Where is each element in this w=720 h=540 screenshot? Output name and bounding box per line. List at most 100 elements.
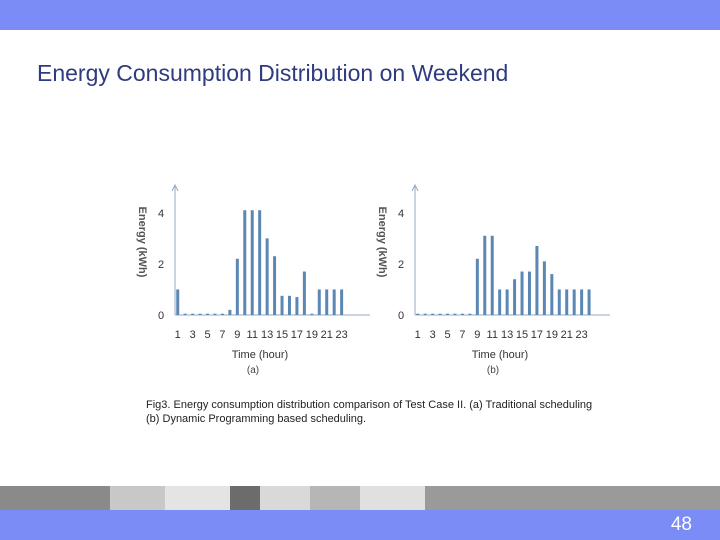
chart-traditional-scheduling: 0 2 4 Energy (kWh) 1 3 5 7 9 11 13 15 17 19 21 23 Time (… (135, 180, 375, 380)
bar (498, 289, 502, 315)
x-tick-label: 19 (546, 329, 558, 341)
bar (280, 295, 284, 315)
x-tick-label: 9 (234, 329, 240, 341)
y-axis-label: Energy (kWh) (376, 207, 388, 278)
bar (520, 271, 524, 315)
bar (206, 313, 210, 315)
bar (250, 210, 254, 315)
bar (273, 256, 277, 315)
bar (265, 238, 269, 315)
x-axis-label: Time (hour) (232, 349, 288, 361)
bar (332, 289, 336, 315)
bar (176, 289, 180, 315)
figure-caption: Fig3. Energy consumption distribution co… (146, 398, 666, 426)
x-tick-label: 15 (516, 329, 528, 341)
bar (258, 210, 262, 315)
panel-label: (b) (487, 365, 499, 376)
bar (453, 313, 457, 315)
bar (535, 246, 539, 315)
bar (198, 313, 202, 315)
strip-block (360, 486, 425, 510)
x-tick-label: 23 (576, 329, 588, 341)
strip-block (260, 486, 310, 510)
bar (191, 313, 195, 315)
bar (423, 313, 427, 315)
x-tick-label: 21 (321, 329, 333, 341)
panel-label: (a) (247, 365, 259, 376)
slide-title: Energy Consumption Distribution on Weeke… (37, 60, 509, 86)
bar (550, 274, 554, 315)
x-tick-label: 1 (175, 329, 181, 341)
x-tick-label: 19 (306, 329, 318, 341)
bar (572, 289, 576, 315)
bar (302, 271, 306, 315)
bar (213, 313, 217, 315)
y-axis-label: Energy (kWh) (136, 207, 148, 278)
y-axis-arrow (411, 183, 419, 192)
bar (490, 235, 494, 315)
x-tick-label: 5 (444, 329, 450, 341)
strip-block (310, 486, 360, 510)
x-tick-label: 15 (276, 329, 288, 341)
y-tick-label: 2 (158, 259, 164, 271)
bar (325, 289, 329, 315)
bar (287, 295, 291, 315)
bar (220, 313, 224, 315)
strip-block (165, 486, 230, 510)
bar (580, 289, 584, 315)
x-tick-label: 21 (561, 329, 573, 341)
x-tick-label: 17 (531, 329, 543, 341)
x-tick-label: 13 (261, 329, 273, 341)
top-banner (0, 0, 720, 30)
x-tick-label: 17 (291, 329, 303, 341)
x-axis-label: Time (hour) (472, 349, 528, 361)
bar (542, 261, 546, 315)
bottom-banner (0, 510, 720, 540)
bar (505, 289, 509, 315)
x-tick-label: 7 (219, 329, 225, 341)
bar (310, 313, 314, 315)
bar (587, 289, 591, 315)
bar (468, 313, 472, 315)
bar (416, 313, 420, 315)
bar (340, 289, 344, 315)
x-tick-label: 23 (336, 329, 348, 341)
bar (243, 210, 247, 315)
x-tick-label: 9 (474, 329, 480, 341)
x-tick-label: 3 (430, 329, 436, 341)
bar (513, 279, 517, 315)
y-axis-arrow (171, 183, 179, 192)
bar (317, 289, 321, 315)
y-tick-label: 0 (398, 310, 404, 322)
strip-block (230, 486, 260, 510)
bar (565, 289, 569, 315)
x-tick-label: 7 (459, 329, 465, 341)
bar (228, 309, 232, 315)
bar (460, 313, 464, 315)
strip-block (110, 486, 165, 510)
x-tick-label: 11 (247, 329, 258, 341)
bar (475, 258, 479, 315)
bar (295, 297, 299, 315)
caption-line-2: (b) Dynamic Programming based scheduling… (146, 413, 367, 425)
bar (527, 271, 531, 315)
page-number: 48 (670, 514, 692, 535)
x-tick-label: 3 (190, 329, 196, 341)
chart-dynamic-programming-scheduling: 0 2 4 Energy (kWh) 1 3 5 7 9 11 13 15 17 19 21 23 Time (… (375, 180, 615, 380)
x-tick-label: 11 (487, 329, 498, 341)
caption-line-1: Fig3. Energy consumption distribution co… (146, 399, 593, 411)
x-tick-label: 1 (415, 329, 421, 341)
bar (431, 313, 435, 315)
x-tick-label: 5 (204, 329, 210, 341)
y-tick-label: 0 (158, 310, 164, 322)
bar (183, 313, 187, 315)
footer-image-strip (0, 486, 720, 510)
bar (446, 313, 450, 315)
strip-block (425, 486, 720, 510)
bar (557, 289, 561, 315)
y-tick-label: 4 (158, 208, 164, 220)
y-tick-label: 2 (398, 259, 404, 271)
bar (438, 313, 442, 315)
bar (235, 258, 239, 315)
